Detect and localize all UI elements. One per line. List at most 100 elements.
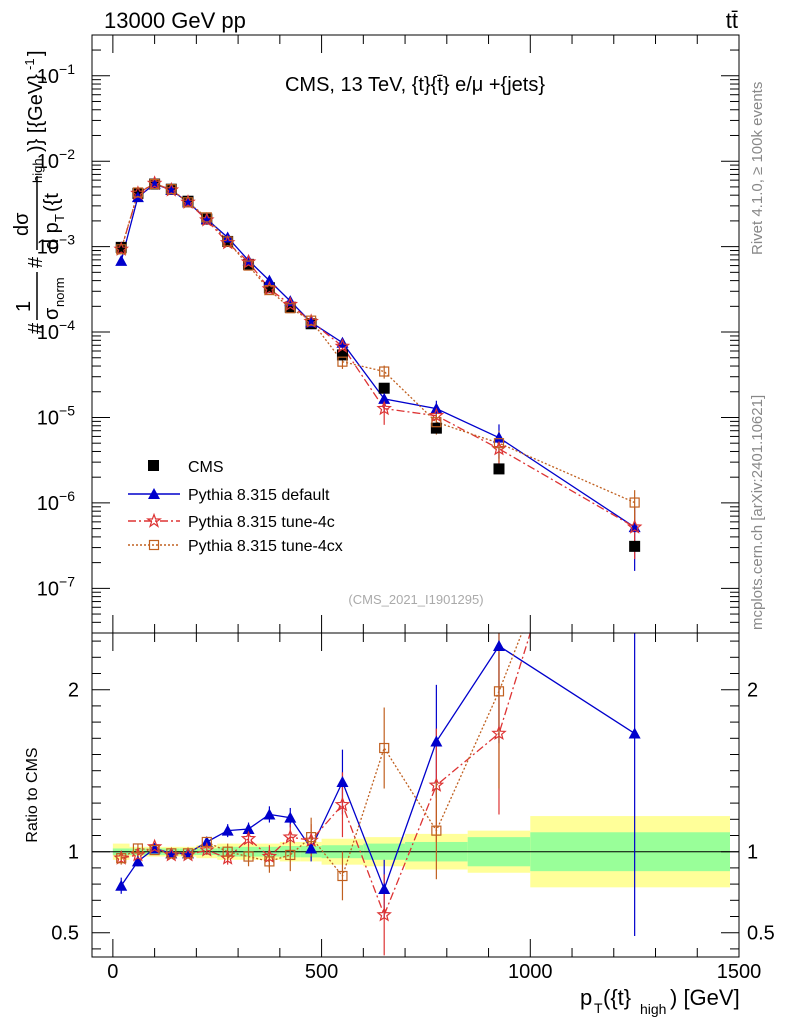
data-point-tune4cx [629, 497, 640, 508]
data-point-cms [115, 241, 127, 253]
legend-label-tune4c: Pythia 8.315 tune-4c [188, 514, 335, 531]
ylabel-unit-exp: -1 [22, 58, 37, 70]
data-point-cms [629, 540, 641, 552]
ratio-point-default [378, 882, 391, 894]
data-point-cms [493, 463, 505, 475]
data-point-tune4cx [493, 438, 505, 449]
main-y-tick-label: 10−4 [37, 317, 75, 344]
ratio-point-tune4cx [431, 825, 442, 836]
data-point-default [263, 274, 276, 286]
ylabel-sigma: σ [41, 307, 63, 320]
ratio-y-tick-label-right: 0.5 [747, 923, 775, 945]
data-point-tune4cx [201, 212, 212, 223]
energy-label: 13000 GeV pp [104, 8, 246, 33]
ratio-point-default [200, 835, 213, 847]
data-point-tune4c [376, 400, 392, 416]
ratio-point-tune4cx [243, 851, 254, 862]
ratio-point-tune4c [146, 838, 163, 854]
ratio-point-tune4c [261, 848, 278, 864]
rivet-label: Rivet 4.1.0, ≥ 100k events [749, 82, 766, 255]
xlabel-arg-sub: high [640, 1001, 666, 1017]
ratio-point-tune4cx [116, 853, 127, 864]
legend-marker-default [148, 488, 160, 499]
ylabel-dsigma: dσ [11, 212, 33, 236]
ratio-line-tune4c [121, 632, 531, 917]
ratio-panel: 0.5 0.5 1 1 2 2 0 500 1000 1500 Ratio to CMS p T… [24, 632, 775, 1017]
ratio-y-tick-label-right: 1 [747, 842, 758, 864]
ratio-y-tick-label: 1 [68, 842, 79, 864]
legend: CMS Pythia 8.315 default Pythia 8.315 tu… [128, 459, 343, 555]
ratio-point-tune4cx [166, 848, 177, 859]
ratio-point-tune4cx [149, 844, 160, 856]
ratio-frame [91, 632, 740, 958]
ratio-point-default [430, 735, 443, 747]
data-point-tune4cx [222, 236, 233, 247]
ratio-point-tune4cx [493, 686, 505, 697]
ratio-point-tune4cx [222, 846, 233, 857]
data-point-tune4cx [337, 356, 348, 367]
legend-marker-tune4cx [148, 539, 160, 551]
ratio-point-default [336, 776, 349, 788]
ratio-point-tune4c [282, 828, 299, 844]
data-point-cms [336, 349, 348, 361]
ratio-point-tune4cx [337, 870, 348, 882]
x-axis-label: p T ({t} high ) [GeV] [580, 985, 740, 1017]
x-tick-label: 0 [107, 961, 118, 983]
ratio-series [113, 632, 641, 956]
legend-label-default: Pythia 8.315 default [188, 487, 330, 504]
main-y-tick-label: 10−6 [37, 488, 75, 515]
data-point-tune4cx [132, 187, 144, 198]
xlabel-sub: T [594, 1000, 603, 1016]
ratio-point-tune4cx [285, 849, 296, 861]
main-y-tick-label: 10−7 [37, 573, 75, 600]
data-point-tune4c [626, 519, 643, 534]
ylabel-norm: norm [52, 277, 67, 307]
ratio-point-tune4cx [132, 843, 144, 854]
chart-title: CMS, 13 TeV, {t}{t̄} e/μ +{jets} [285, 74, 545, 96]
data-point-default [492, 431, 505, 443]
legend-marker-tune4c [146, 512, 162, 528]
ratio-point-default [131, 855, 144, 867]
process-label: tt̄ [726, 8, 738, 33]
ratio-y-axis-label: Ratio to CMS [24, 747, 41, 842]
main-y-axis-label: # 1 σ norm # dσ d p T ({t high )} [{GeV}… [11, 50, 67, 334]
data-point-tune4c [282, 296, 299, 312]
ylabel-pt-arg-sub: high [30, 158, 45, 183]
data-point-tune4cx [431, 417, 442, 428]
ylabel-unit-close: ] [25, 50, 47, 56]
ratio-point-default [263, 808, 276, 820]
data-point-tune4cx [182, 197, 194, 208]
data-point-tune4c [334, 338, 351, 353]
ratio-axis-ticks [92, 633, 740, 957]
data-point-cms [378, 382, 390, 394]
ratio-point-tune4cx [379, 742, 390, 754]
ratio-point-tune4cx [264, 856, 275, 867]
ratio-point-tune4c [376, 906, 392, 922]
series-line-tune4cx [120, 183, 635, 504]
ylabel-one: 1 [13, 301, 35, 312]
data-point-tune4cx [264, 284, 275, 296]
x-tick-label: 500 [305, 961, 338, 983]
x-tick-label: 1000 [508, 961, 553, 983]
ratio-point-tune4c [199, 841, 215, 857]
main-panel: CMS, 13 TeV, {t}{t̄} e/μ +{jets} (CMS_20… [11, 34, 740, 634]
ratio-point-tune4c [491, 725, 507, 741]
analysis-watermark: (CMS_2021_I1901295) [348, 592, 483, 607]
legend-marker-cms [148, 460, 159, 471]
data-point-default [336, 336, 349, 348]
x-tick-label: 1500 [717, 961, 762, 983]
ratio-point-default [628, 727, 641, 739]
data-point-default [378, 392, 391, 404]
data-point-default [115, 254, 128, 266]
main-series [113, 175, 643, 571]
data-point-tune4cx [285, 303, 296, 314]
data-point-tune4cx [243, 260, 254, 271]
ratio-y-tick-label: 0.5 [51, 923, 79, 945]
xlabel-arg: ({t} [603, 985, 631, 1010]
data-point-tune4cx [149, 178, 160, 190]
ratio-point-tune4cx [182, 848, 194, 859]
ylabel-hash-2: # [25, 256, 47, 268]
series-line-tune4c [120, 182, 635, 528]
ylabel-pt-arg: ({t [41, 193, 63, 212]
